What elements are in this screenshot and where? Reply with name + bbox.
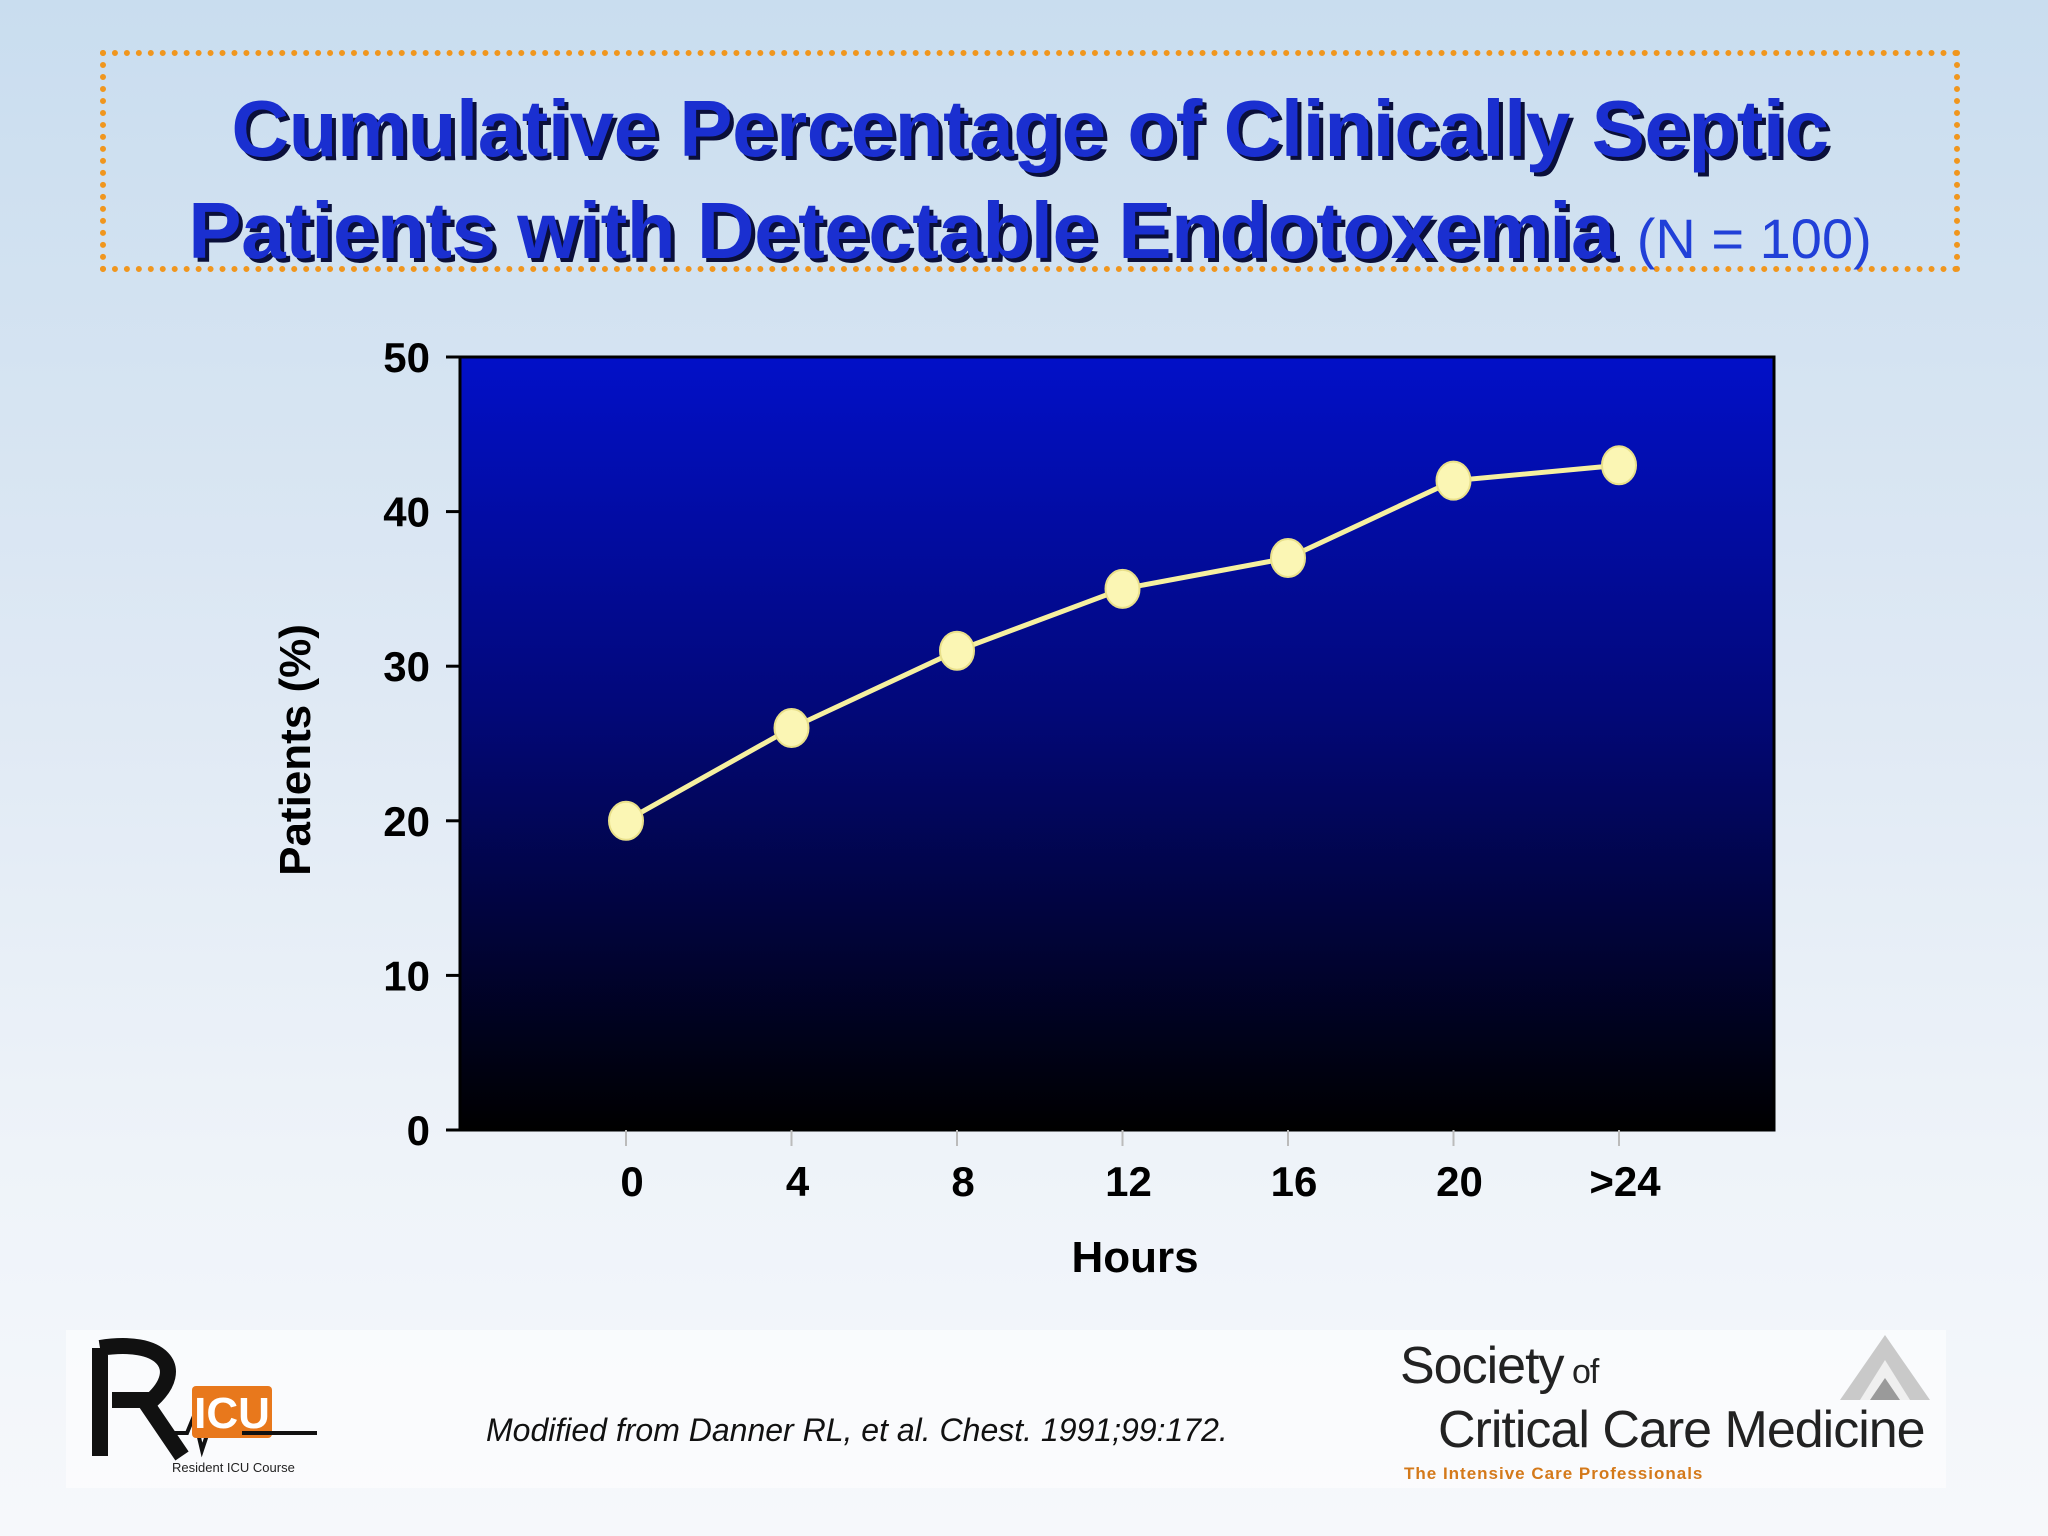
x-tick-label: 20 [1436,1158,1483,1205]
data-point [608,800,644,841]
y-tick-label: 30 [383,643,430,690]
plot-area [458,355,1776,1132]
title-line-2: Patients with Detectable Endotoxemia [188,186,1616,275]
x-tick-label: 0 [620,1158,643,1205]
data-point [1435,460,1472,501]
ricu-logo-icon: ICU Resident ICU Course [92,1338,317,1475]
x-tick-label: 8 [951,1158,974,1205]
sccm-logo: Society of Critical Care Medicine The In… [1400,1330,1940,1490]
data-point [1104,568,1141,609]
title-note: (N = 100) [1636,207,1872,270]
citation: Modified from Danner RL, et al. Chest. 1… [486,1412,1228,1448]
sccm-line-1: Society of [1400,1337,1599,1395]
footer-band [66,1330,1946,1488]
y-tick-label: 40 [383,489,430,536]
x-axis-label: Hours [1071,1233,1198,1282]
slide-title: Cumulative Percentage of Clinically Sept… [106,78,1954,290]
title-box: Cumulative Percentage of Clinically Sept… [100,50,1960,275]
data-point [939,630,975,671]
y-axis-label: Patients (%) [271,624,320,876]
sccm-tagline: The Intensive Care Professionals [1404,1464,1704,1483]
ricu-logo-text: Resident ICU Course [172,1460,295,1475]
sccm-triangle-icon [1840,1335,1930,1400]
x-tick-label: >24 [1589,1158,1661,1205]
data-point [1601,445,1637,486]
y-tick-label: 50 [383,334,430,381]
svg-text:ICU: ICU [194,1389,270,1438]
sccm-line-2: Critical Care Medicine [1438,1401,1926,1459]
x-tick-label: 12 [1105,1158,1152,1205]
data-point [773,708,810,749]
y-tick-label: 0 [407,1107,430,1154]
x-tick-label: 4 [786,1158,810,1205]
y-tick-label: 20 [383,798,430,845]
ricu-logo: ICU Resident ICU Course [92,1338,322,1478]
data-point [1270,537,1306,578]
title-line-1: Cumulative Percentage of Clinically Sept… [231,84,1829,173]
x-tick-label: 16 [1271,1158,1318,1205]
y-tick-label: 10 [383,952,430,999]
